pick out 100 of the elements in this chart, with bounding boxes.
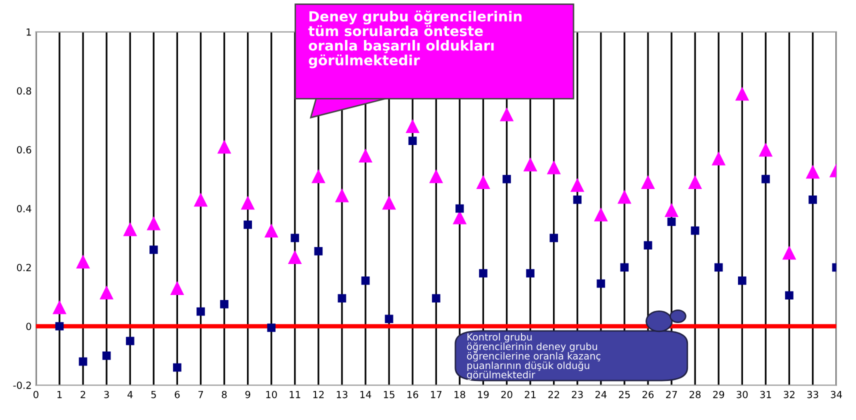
point xyxy=(406,119,420,134)
point xyxy=(429,169,444,184)
x-tick-label: 19 xyxy=(478,390,489,398)
point xyxy=(502,174,511,184)
x-tick-label: 10 xyxy=(266,390,277,398)
point xyxy=(641,175,655,189)
point xyxy=(782,246,796,260)
x-tick-label: 12 xyxy=(313,390,324,398)
point xyxy=(664,203,678,217)
point xyxy=(361,276,370,285)
point xyxy=(785,291,794,300)
x-tick-label: 13 xyxy=(336,390,348,398)
point xyxy=(240,196,255,210)
point xyxy=(806,164,820,179)
point xyxy=(173,363,182,372)
y-tick-label: -0.2 xyxy=(13,382,31,389)
point xyxy=(762,174,770,184)
x-tick-label: 29 xyxy=(713,390,724,398)
point xyxy=(570,178,584,192)
point xyxy=(479,269,488,278)
x-tick-label: 23 xyxy=(572,390,583,398)
x-tick-label: 3 xyxy=(104,390,109,398)
point xyxy=(123,222,138,236)
x-tick-label: 14 xyxy=(360,390,372,398)
x-tick-label: 30 xyxy=(736,390,748,398)
x-tick-label: 11 xyxy=(290,390,300,398)
point xyxy=(217,140,232,154)
point xyxy=(52,300,66,314)
point xyxy=(573,196,582,204)
point xyxy=(596,279,606,288)
y-tick-label: 0.8 xyxy=(16,87,32,95)
point xyxy=(758,142,773,157)
point xyxy=(523,157,538,172)
y-tick-label: 0.6 xyxy=(16,146,32,154)
point xyxy=(432,294,440,302)
x-tick-label: 16 xyxy=(407,390,418,398)
point xyxy=(314,247,323,256)
point xyxy=(196,307,205,316)
point xyxy=(546,160,561,174)
point xyxy=(244,220,252,229)
point xyxy=(618,190,632,204)
point xyxy=(358,148,372,162)
point xyxy=(264,224,278,238)
point xyxy=(146,216,161,230)
x-tick-label: 33 xyxy=(807,390,818,398)
point xyxy=(384,314,394,324)
point xyxy=(102,352,111,360)
x-tick-label: 26 xyxy=(642,390,654,398)
point xyxy=(267,324,276,332)
point xyxy=(808,196,817,204)
point xyxy=(667,218,676,226)
x-tick-label: 6 xyxy=(174,390,180,398)
x-tick-label: 7 xyxy=(198,390,203,398)
point xyxy=(170,281,184,295)
x-tick-label: 34 xyxy=(830,390,842,398)
point xyxy=(149,246,158,254)
x-tick-label: 15 xyxy=(384,390,394,398)
point xyxy=(290,234,300,242)
x-tick-label: 2 xyxy=(80,390,86,398)
point xyxy=(690,226,700,235)
x-tick-label: 28 xyxy=(690,390,701,398)
point xyxy=(288,250,302,264)
point xyxy=(476,175,490,189)
y-tick-label: 1 xyxy=(26,28,31,36)
point xyxy=(382,196,396,210)
x-tick-label: 25 xyxy=(618,390,630,398)
point xyxy=(408,136,417,145)
x-tick-label: 18 xyxy=(454,390,466,398)
point xyxy=(550,234,558,242)
point xyxy=(688,175,702,189)
point xyxy=(100,285,114,300)
x-tick-label: 5 xyxy=(151,390,156,398)
x-tick-label: 32 xyxy=(784,390,794,398)
annotation: Kontrol grubu öğrencilerinin deney grubu öğrencilerine oranla kazanç puanlarının düşük olduğu görülmektedir xyxy=(467,333,600,380)
x-tick-label: 20 xyxy=(501,390,512,398)
point xyxy=(338,294,346,302)
point xyxy=(620,263,629,272)
point xyxy=(714,263,723,272)
point xyxy=(712,152,726,166)
point xyxy=(735,86,750,101)
x-tick-label: 1 xyxy=(57,390,62,398)
x-tick-label: 17 xyxy=(431,390,442,398)
x-tick-label: 4 xyxy=(127,390,133,398)
point xyxy=(311,169,326,184)
point xyxy=(55,322,64,330)
point xyxy=(76,254,90,268)
point xyxy=(126,336,134,346)
x-tick-label: 8 xyxy=(222,390,227,398)
point xyxy=(220,300,228,308)
x-tick-label: 21 xyxy=(524,390,536,398)
x-tick-label: 0 xyxy=(34,390,38,398)
point xyxy=(194,192,208,207)
y-tick-label: 0.4 xyxy=(16,205,32,212)
annotation: Deney grubu öğrencilerinin tüm sorularda önteste oranla başarılı oldukları görülmektedir xyxy=(308,10,522,68)
point xyxy=(526,269,534,278)
point xyxy=(644,241,652,250)
point xyxy=(335,188,349,202)
point xyxy=(500,107,514,122)
x-tick-label: 9 xyxy=(245,390,250,398)
point xyxy=(78,357,88,366)
